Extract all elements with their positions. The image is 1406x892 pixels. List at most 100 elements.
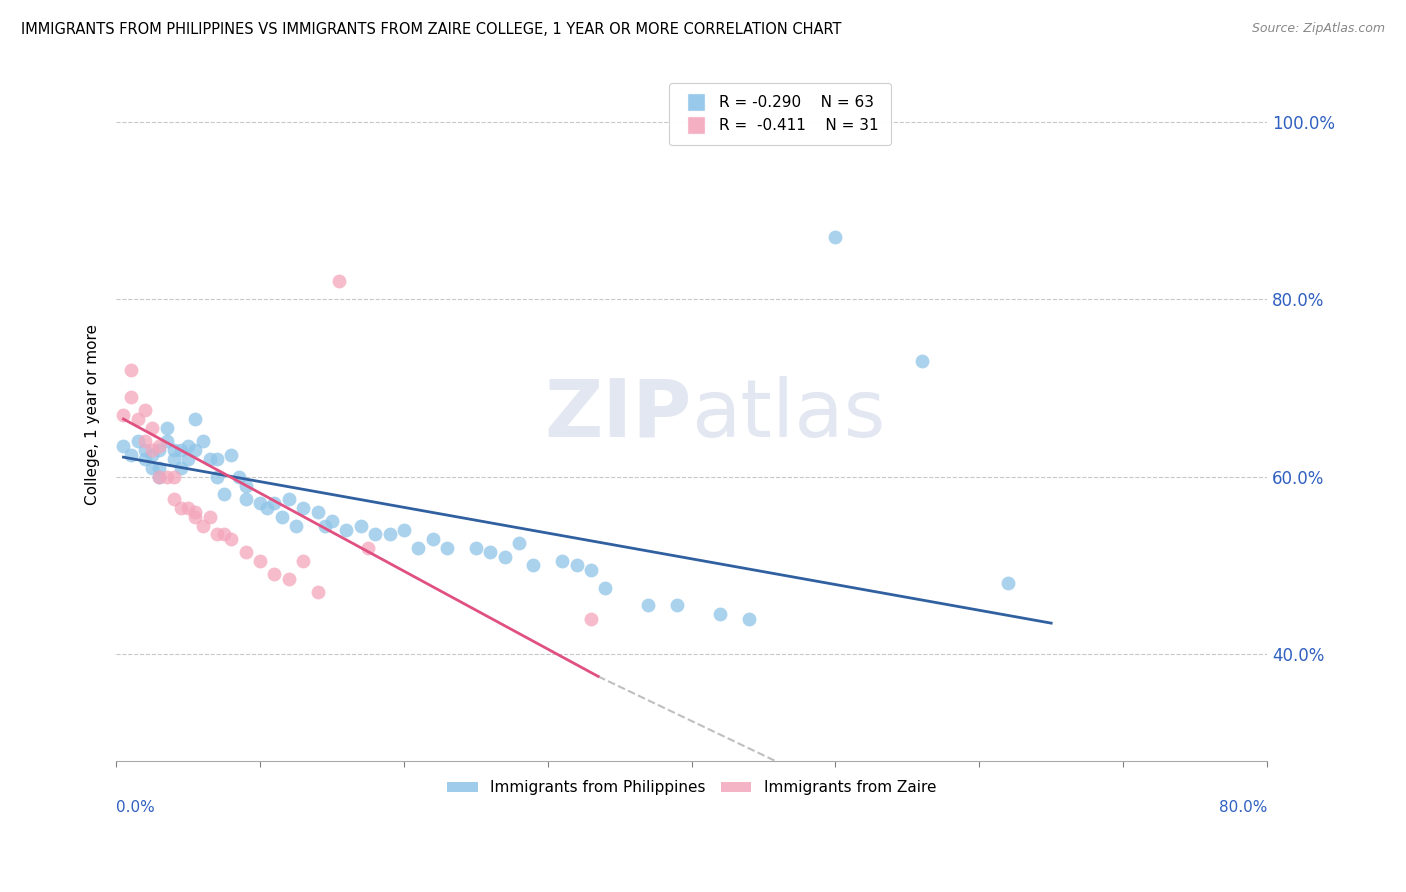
Point [335,523,357,537]
Point [163,469,186,483]
Point [170,500,193,515]
Point [127,412,149,426]
Text: 80.0%: 80.0% [1219,799,1267,814]
Point [997,576,1019,591]
Point [148,460,170,475]
Point [198,509,221,524]
Point [565,558,588,573]
Point [357,541,380,555]
Point [307,585,329,599]
Point [314,518,336,533]
Point [120,363,142,377]
Point [249,554,271,568]
Point [184,509,207,524]
Text: Source: ZipAtlas.com: Source: ZipAtlas.com [1251,22,1385,36]
Point [112,439,135,453]
Point [141,448,163,462]
Point [508,536,530,550]
Point [277,572,299,586]
Point [307,505,329,519]
Point [156,469,179,483]
Point [408,541,430,555]
Point [177,452,200,467]
Point [198,452,221,467]
Point [212,487,235,501]
Point [184,443,207,458]
Point [148,443,170,458]
Point [228,469,250,483]
Point [205,469,228,483]
Point [134,443,156,458]
Point [148,469,170,483]
Point [249,496,271,510]
Point [479,545,502,559]
Point [579,612,602,626]
Point [148,469,170,483]
Point [184,412,207,426]
Point [263,567,285,582]
Point [263,496,285,510]
Point [191,518,214,533]
Point [134,403,156,417]
Text: ZIP: ZIP [544,376,692,454]
Point [170,460,193,475]
Point [191,434,214,449]
Point [378,527,401,541]
Point [321,514,343,528]
Point [328,275,350,289]
Point [170,443,193,458]
Point [221,448,243,462]
Point [392,523,415,537]
Point [177,500,200,515]
Point [235,491,257,506]
Point [134,434,156,449]
Point [156,434,179,449]
Point [464,541,486,555]
Point [595,581,617,595]
Point [141,421,163,435]
Point [141,460,163,475]
Point [270,509,292,524]
Point [235,478,257,492]
Point [235,545,257,559]
Point [494,549,516,564]
Point [292,554,315,568]
Point [666,599,689,613]
Point [824,230,846,244]
Point [163,452,186,467]
Point [134,452,156,467]
Point [205,527,228,541]
Point [551,554,574,568]
Point [436,541,458,555]
Point [141,443,163,458]
Point [579,563,602,577]
Y-axis label: College, 1 year or more: College, 1 year or more [86,324,100,505]
Point [709,607,731,622]
Point [292,500,315,515]
Point [637,599,659,613]
Legend: Immigrants from Philippines, Immigrants from Zaire: Immigrants from Philippines, Immigrants … [441,774,942,802]
Point [256,500,278,515]
Point [212,527,235,541]
Point [364,527,387,541]
Point [156,421,179,435]
Point [163,443,186,458]
Point [422,532,444,546]
Text: 0.0%: 0.0% [117,799,155,814]
Point [350,518,373,533]
Point [738,612,761,626]
Point [120,390,142,404]
Point [911,354,934,368]
Point [277,491,299,506]
Point [522,558,544,573]
Point [285,518,308,533]
Point [177,439,200,453]
Text: atlas: atlas [692,376,886,454]
Point [221,532,243,546]
Point [127,434,149,449]
Point [184,505,207,519]
Text: IMMIGRANTS FROM PHILIPPINES VS IMMIGRANTS FROM ZAIRE COLLEGE, 1 YEAR OR MORE COR: IMMIGRANTS FROM PHILIPPINES VS IMMIGRANT… [21,22,842,37]
Point [120,448,142,462]
Point [205,452,228,467]
Point [148,439,170,453]
